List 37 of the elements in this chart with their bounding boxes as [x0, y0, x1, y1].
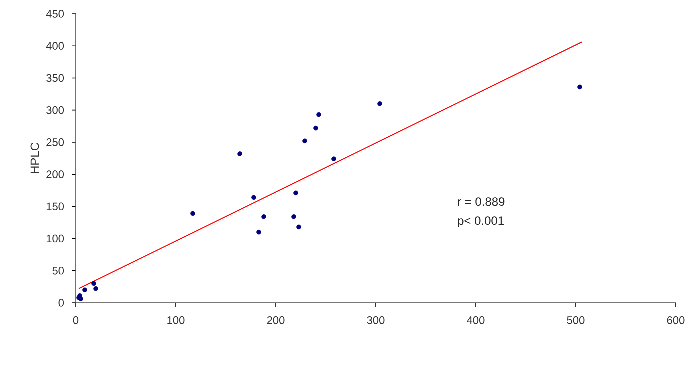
- point: [238, 152, 242, 156]
- y-tick-label: 0: [58, 299, 64, 307]
- y-tick-label: 400: [46, 42, 64, 50]
- x-tick-label: 300: [367, 316, 385, 324]
- y-tick-label: 350: [46, 74, 64, 82]
- point: [252, 195, 256, 200]
- y-tick-label: 50: [52, 266, 64, 275]
- point: [256, 230, 262, 235]
- y-tick-label: 450: [46, 10, 64, 18]
- x-tick-label: 200: [267, 316, 285, 324]
- x-tick-label: 500: [567, 316, 585, 324]
- point: [262, 214, 266, 220]
- y-tick-label: 250: [46, 138, 64, 146]
- point: [294, 190, 298, 196]
- annotation: p< 0.001: [458, 216, 504, 228]
- point: [296, 224, 302, 230]
- point: [92, 281, 96, 286]
- x-tick-label: 0: [73, 316, 79, 324]
- point: [302, 138, 308, 144]
- x-tick-label: 600: [667, 316, 685, 324]
- point: [578, 84, 582, 90]
- y-tick-label: 100: [46, 234, 64, 243]
- x-tick-label: 100: [168, 316, 185, 324]
- y-tick-label: 200: [46, 170, 64, 178]
- point: [316, 112, 322, 118]
- point: [292, 214, 296, 220]
- point: [378, 102, 382, 106]
- x-tick-label: 400: [467, 316, 485, 324]
- point: [314, 126, 318, 131]
- y-tick-label: 300: [46, 106, 64, 114]
- point: [190, 211, 196, 216]
- annotation: r = 0.889: [458, 198, 505, 206]
- point: [82, 288, 88, 293]
- y-tick-label: 150: [46, 202, 64, 211]
- y-axis-title: HPLC: [30, 142, 40, 174]
- point: [332, 156, 336, 162]
- point: [94, 286, 98, 292]
